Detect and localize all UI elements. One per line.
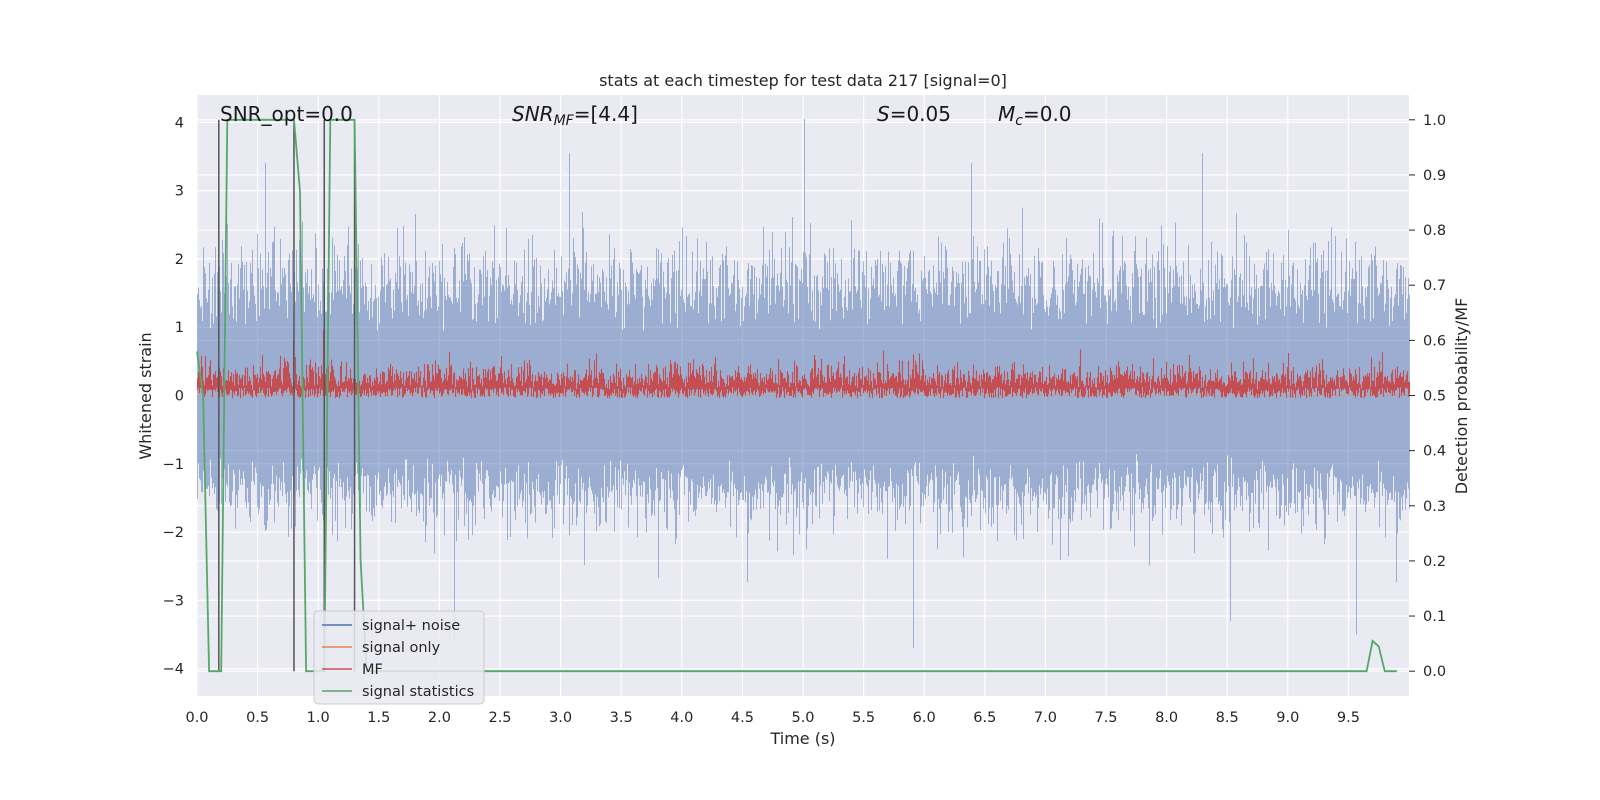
x-axis-ticks: 0.0 0.5 1.0 1.5 2.0 2.5 3.0 3.5 4.0 4.5 5.0 5.5 6.0 6… <box>185 710 1359 726</box>
series-signal-statistics <box>196 118 1397 673</box>
y2-tick-label: 0.8 <box>1423 223 1446 239</box>
y2-tick-label: 0.6 <box>1423 333 1446 349</box>
x-tick-label: 8.5 <box>1216 710 1239 726</box>
x-tick-label: 4.0 <box>670 710 693 726</box>
legend-box <box>313 610 485 705</box>
y2-tick-label: 1.0 <box>1423 113 1446 129</box>
annotation-mc: Mc=0.0 <box>998 102 1072 129</box>
y-tick-label: 0 <box>175 389 184 405</box>
x-tick-label: 5.5 <box>852 710 875 726</box>
legend-label-signal-statistics: signal statistics <box>362 684 474 700</box>
x-tick-label: 3.5 <box>610 710 633 726</box>
annotation-snr-opt: SNR_opt=0.0 <box>220 102 353 126</box>
annotation-snr-mf-symbol: SNR <box>512 102 554 126</box>
legend-label-mf: MF <box>362 662 383 678</box>
mf-trace <box>196 329 1411 399</box>
x-tick-label: 3.0 <box>549 710 572 726</box>
y-tick-label: 3 <box>175 184 184 200</box>
x-tick-label: 8.0 <box>1155 710 1178 726</box>
x-tick-label: 0.5 <box>246 710 269 726</box>
series-mf <box>196 329 1411 399</box>
x-tick-label: 6.0 <box>913 710 936 726</box>
annotation-mc-subscript: c <box>1015 113 1023 129</box>
x-tick-label: 2.0 <box>428 710 451 726</box>
y2-tick-label: 0.5 <box>1423 389 1446 405</box>
x-tick-label: 6.5 <box>973 710 996 726</box>
legend: signal+ noise signal only MF signal stat… <box>313 610 485 705</box>
x-tick-label: 0.0 <box>185 710 208 726</box>
y-axis-ticks: −4 −3 −2 −1 0 1 2 3 4 <box>163 115 184 677</box>
y-tick-label: −2 <box>163 525 184 541</box>
y-tick-label: −4 <box>163 662 184 678</box>
x-tick-label: 9.0 <box>1276 710 1299 726</box>
x-tick-label: 1.0 <box>307 710 330 726</box>
y2-tick-label: 0.2 <box>1423 554 1446 570</box>
annotation-snr-mf-value: =[4.4] <box>574 102 638 126</box>
annotation-mc-value: =0.0 <box>1023 102 1072 126</box>
x-tick-label: 7.5 <box>1094 710 1117 726</box>
y-tick-label: −3 <box>163 593 184 609</box>
x-tick-label: 2.5 <box>488 710 511 726</box>
y2-tick-label: 0.3 <box>1423 499 1446 515</box>
annotation-s-symbol: S <box>877 102 890 126</box>
x-tick-label: 4.5 <box>731 710 754 726</box>
x-tick-label: 9.5 <box>1337 710 1360 726</box>
annotation-snr-mf: SNRMF=[4.4] <box>512 102 638 129</box>
y-axis-label: Whitened strain <box>136 332 155 459</box>
y2-axis-label: Detection probability/MF <box>1452 298 1471 495</box>
y2-tick-label: 0.4 <box>1423 444 1446 460</box>
y2-tick-label: 0.9 <box>1423 168 1446 184</box>
legend-label-signal-only: signal only <box>362 640 441 656</box>
chart-title: stats at each timestep for test data 217… <box>599 71 1007 90</box>
legend-label-signal-noise: signal+ noise <box>362 618 460 634</box>
y-tick-label: −1 <box>163 457 184 473</box>
annotation-mc-symbol: M <box>998 102 1015 126</box>
vertical-markers <box>218 119 356 672</box>
y2-tick-label: 0.7 <box>1423 278 1446 294</box>
y-tick-label: 4 <box>175 115 184 131</box>
annotation-snr-mf-subscript: MF <box>554 113 575 129</box>
x-axis-label: Time (s) <box>769 729 835 748</box>
y2-axis-ticks: 0.0 0.1 0.2 0.3 0.4 0.5 0.6 0.7 0.8 0.9 1.0 <box>1409 113 1446 680</box>
signal-statistics-line <box>196 118 1397 673</box>
y2-tick-label: 0.1 <box>1423 609 1446 625</box>
x-tick-label: 7.0 <box>1034 710 1057 726</box>
x-tick-label: 1.5 <box>367 710 390 726</box>
annotation-s: S=0.05 <box>877 102 951 126</box>
annotation-s-value: =0.05 <box>890 102 951 126</box>
x-tick-label: 5.0 <box>791 710 814 726</box>
y2-tick-label: 0.0 <box>1423 664 1446 680</box>
y-tick-label: 1 <box>175 320 184 336</box>
y-tick-label: 2 <box>175 252 184 268</box>
